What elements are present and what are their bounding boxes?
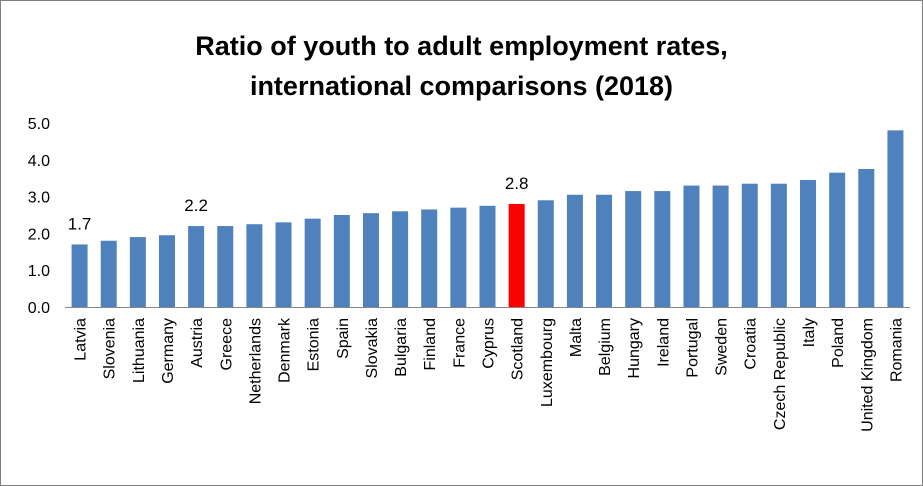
x-tick-label: Ireland — [655, 318, 672, 367]
x-tick-label: Malta — [568, 318, 585, 357]
bar — [392, 211, 409, 307]
x-tick-label: Bulgaria — [393, 318, 410, 377]
bar — [566, 194, 583, 307]
x-axis-tick-labels: Latvia Slovenia Lithuania Germany Austria Gre… — [73, 317, 906, 432]
data-label: 2.8 — [505, 174, 529, 193]
bar — [217, 226, 234, 307]
y-axis-ticks: 0.0 1.0 2.0 3.0 4.0 5.0 — [28, 116, 50, 317]
bar — [596, 194, 613, 307]
x-tick-label: Scotland — [510, 318, 527, 380]
x-tick-label: Portugal — [684, 318, 701, 378]
x-tick-label: Lithuania — [131, 318, 148, 383]
bar — [421, 209, 438, 307]
x-tick-label: Sweden — [714, 318, 731, 376]
x-tick-label: Hungary — [626, 318, 643, 378]
data-label: 1.7 — [68, 214, 92, 233]
x-tick-label: Latvia — [73, 318, 90, 361]
x-tick-label: Luxembourg — [539, 318, 556, 407]
y-tick-label: 2.0 — [28, 226, 50, 243]
x-tick-label: Denmark — [277, 317, 294, 383]
bar — [712, 185, 729, 307]
x-tick-label: Netherlands — [247, 318, 264, 404]
bar — [800, 180, 817, 307]
bar — [188, 226, 205, 307]
chart-title-line-1: Ratio of youth to adult employment rates… — [195, 31, 728, 61]
x-tick-label: Poland — [830, 318, 847, 368]
x-tick-label: Czech Republic — [772, 318, 789, 430]
bar — [246, 224, 263, 307]
bar — [887, 130, 904, 307]
bar — [829, 172, 846, 307]
bar — [450, 207, 467, 307]
chart-title: Ratio of youth to adult employment rates… — [0, 26, 923, 106]
y-tick-label: 3.0 — [28, 190, 50, 207]
x-tick-label: Estonia — [306, 318, 323, 371]
bar — [275, 222, 292, 307]
chart-title-line-2: international comparisons (2018) — [249, 71, 674, 101]
x-tick-label: United Kingdom — [859, 318, 876, 432]
x-tick-label: Romania — [888, 318, 905, 382]
x-tick-label: Finland — [422, 318, 439, 370]
x-tick-label: Italy — [801, 318, 818, 347]
bar — [537, 200, 554, 307]
bar — [71, 244, 88, 307]
bar — [158, 235, 175, 307]
data-label: 2.2 — [184, 196, 208, 215]
bar-highlight — [508, 203, 525, 307]
data-labels: 1.7 2.2 2.8 — [68, 174, 529, 233]
bar — [770, 183, 787, 307]
x-tick-label: Austria — [189, 318, 206, 368]
bar — [683, 185, 700, 307]
x-tick-label: Cyprus — [481, 318, 498, 369]
bar — [741, 183, 758, 307]
bar — [625, 191, 642, 307]
bar — [858, 169, 875, 307]
x-tick-label: Belgium — [597, 318, 614, 376]
y-tick-label: 1.0 — [28, 263, 50, 280]
x-tick-label: Germany — [160, 318, 177, 384]
x-tick-label: Greece — [218, 318, 235, 371]
bar — [479, 205, 496, 307]
bar — [129, 237, 146, 307]
x-tick-label: Slovenia — [102, 318, 119, 379]
bar — [304, 218, 321, 307]
bar — [333, 215, 350, 307]
y-tick-label: 5.0 — [28, 116, 50, 133]
x-tick-label: France — [451, 318, 468, 368]
x-tick-label: Spain — [335, 318, 352, 359]
bar — [100, 240, 117, 307]
x-tick-label: Croatia — [743, 318, 760, 370]
bar — [362, 213, 379, 307]
bar — [654, 191, 671, 307]
x-tick-label: Slovakia — [364, 318, 381, 379]
y-tick-label: 0.0 — [28, 300, 50, 317]
bar-series — [71, 130, 904, 307]
y-tick-label: 4.0 — [28, 153, 50, 170]
